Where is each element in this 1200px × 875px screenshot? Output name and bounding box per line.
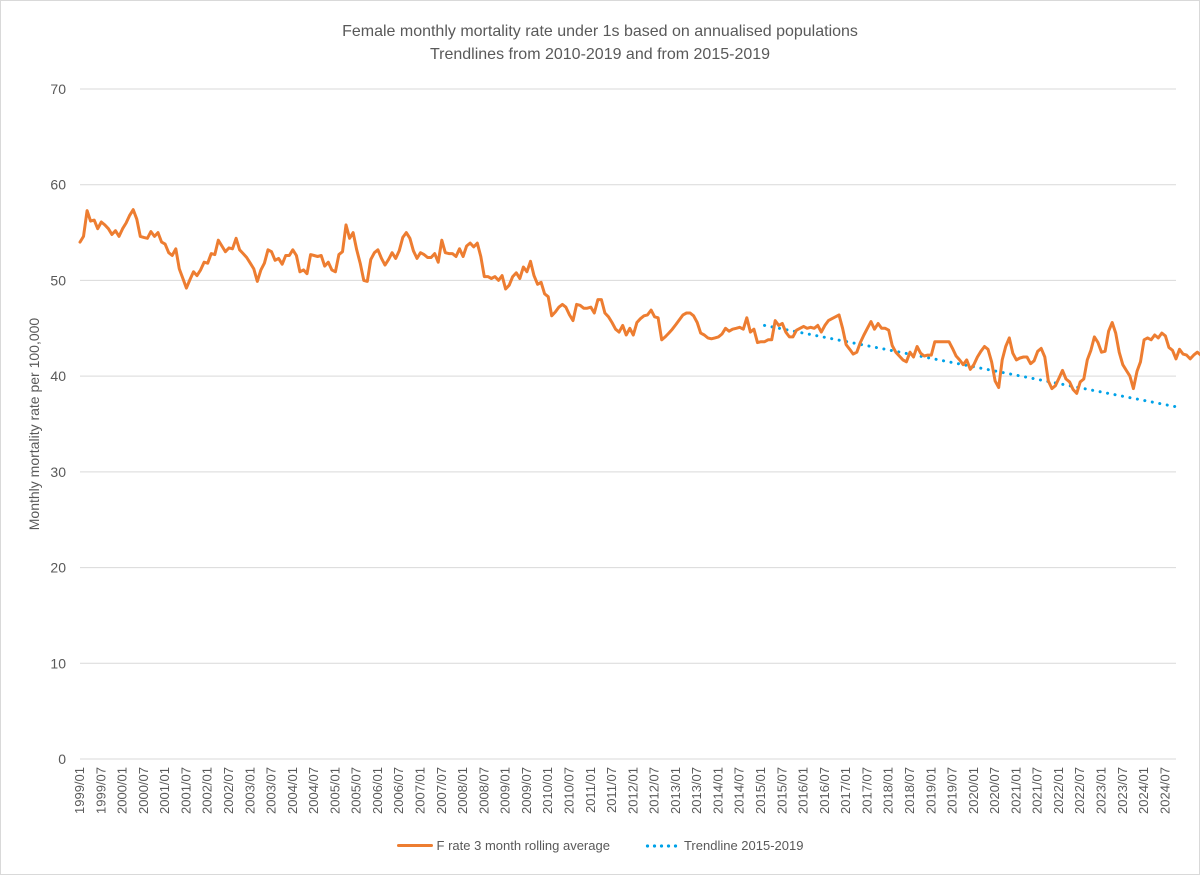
x-tick-label: 2012/01: [625, 767, 640, 814]
x-tick-label: 2014/07: [732, 767, 747, 814]
y-tick-label: 60: [50, 177, 66, 193]
y-tick-label: 20: [50, 560, 66, 576]
x-tick-label: 2011/07: [604, 767, 619, 813]
x-tick-label: 2021/07: [1030, 767, 1045, 814]
x-tick-label: 2023/01: [1094, 767, 1109, 814]
x-tick-label: 2002/07: [221, 767, 236, 814]
x-tick-label: 2009/07: [519, 767, 534, 814]
legend-swatch-dotted-line: [643, 843, 680, 848]
x-tick-label: 2015/01: [753, 767, 768, 814]
x-tick-label: 2020/01: [966, 767, 981, 814]
x-tick-label: 2010/07: [561, 767, 576, 814]
x-tick-label: 2009/01: [498, 767, 513, 814]
x-tick-label: 2003/07: [264, 767, 279, 814]
series-layer: [78, 208, 1200, 409]
x-tick-label: 2008/07: [476, 767, 491, 814]
x-tick-label: 2020/07: [987, 767, 1002, 814]
chart-subtitle: Trendlines from 2010-2019 and from 2015-…: [429, 46, 771, 63]
x-tick-label: 2006/01: [370, 767, 385, 814]
x-tick-label: 2014/01: [710, 767, 725, 814]
x-tick-label: 2005/01: [327, 767, 342, 814]
x-tick-label: 2018/07: [902, 767, 917, 814]
y-tick-label: 0: [58, 751, 66, 767]
series-rolling-average-line: [78, 208, 1200, 395]
x-tick-label: 2007/07: [434, 767, 449, 814]
x-tick-label: 2000/07: [136, 767, 151, 814]
x-tick-label: 2011/01: [583, 767, 598, 813]
x-tick-label: 2004/01: [285, 767, 300, 814]
x-tick-label: 2015/07: [774, 767, 789, 814]
x-tick-label: 2005/07: [349, 767, 364, 814]
y-tick-label: 40: [50, 368, 66, 384]
x-tick-label: 2024/01: [1136, 767, 1151, 814]
x-tick-label: 2024/07: [1157, 767, 1172, 814]
x-tick-label: 2006/07: [391, 767, 406, 814]
legend-label: Trendline 2015-2019: [683, 838, 804, 853]
y-tick-label: 30: [50, 464, 66, 480]
x-tick-label: 2017/01: [838, 767, 853, 814]
legend-swatch-solid-line: [396, 844, 433, 847]
x-tick-label: 2000/01: [115, 767, 130, 814]
series-trendline-2015-2019: [763, 323, 1178, 409]
x-tick-label: 1999/01: [72, 767, 87, 814]
x-tick-label: 2013/01: [668, 767, 683, 814]
chart-title: Female monthly mortality rate under 1s b…: [342, 23, 858, 40]
x-tick-label: 2013/07: [689, 767, 704, 814]
y-tick-label: 50: [50, 272, 66, 288]
x-tick-label: 2016/01: [796, 767, 811, 814]
x-tick-label: 2016/07: [817, 767, 832, 814]
x-tick-label: 2012/07: [647, 767, 662, 814]
x-tick-label: 2017/07: [859, 767, 874, 814]
x-tick-label: 2001/07: [178, 767, 193, 814]
y-tick-label: 70: [50, 81, 66, 97]
legend-label: F rate 3 month rolling average: [436, 838, 610, 853]
x-tick-label: 2023/07: [1115, 767, 1130, 814]
x-tick-label: 2022/07: [1072, 767, 1087, 814]
x-tick-label: 2021/01: [1008, 767, 1023, 814]
x-tick-label: 2018/01: [881, 767, 896, 814]
y-tick-labels: 0 10 20 30 40 50 60 70: [50, 81, 66, 767]
gridlines: [80, 88, 1176, 760]
legend-item-rolling-average: F rate 3 month rolling average: [396, 838, 610, 853]
legend: F rate 3 month rolling average Trendline…: [0, 838, 1200, 853]
x-tick-label: 2002/01: [200, 767, 215, 814]
x-tick-label: 1999/07: [93, 767, 108, 814]
legend-item-trendline: Trendline 2015-2019: [643, 838, 804, 853]
x-tick-label: 2022/01: [1051, 767, 1066, 814]
x-tick-label: 2008/01: [455, 767, 470, 814]
x-tick-label: 2010/01: [540, 767, 555, 814]
x-tick-label: 2003/01: [242, 767, 257, 814]
x-tick-label: 2019/07: [945, 767, 960, 814]
x-tick-label: 2019/01: [923, 767, 938, 814]
y-tick-label: 10: [50, 655, 66, 671]
x-tick-label: 2004/07: [306, 767, 321, 814]
x-tick-labels: 1999/01 1999/07 2000/01 2000/07 2001/01 2001/…: [72, 767, 1172, 814]
x-tick-label: 2007/01: [413, 767, 428, 814]
x-tick-label: 2001/01: [157, 767, 172, 814]
